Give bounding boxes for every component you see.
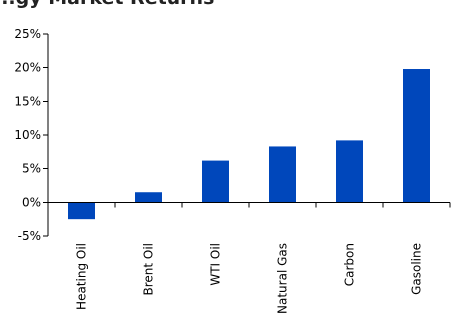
bar	[202, 160, 229, 203]
bar	[403, 69, 430, 203]
y-tick-label: 10%	[14, 128, 41, 142]
category-label: Natural Gas	[276, 243, 290, 314]
y-tick-label: 0%	[22, 195, 41, 209]
x-axis	[48, 201, 451, 208]
y-tick-label: 5%	[22, 162, 41, 176]
y-tick-label: 25%	[14, 27, 41, 41]
category-label: Carbon	[343, 243, 357, 286]
bar	[336, 140, 363, 203]
bars	[68, 69, 430, 220]
bar	[68, 202, 95, 220]
category-label: Gasoline	[410, 243, 424, 295]
category-label: WTI Oil	[209, 243, 223, 286]
bar	[135, 192, 162, 203]
bar	[269, 146, 296, 203]
y-axis: -5% 0% 5% 10% 15% 20% 25%	[14, 27, 49, 243]
category-labels: Heating Oil Brent Oil WTI Oil Natural Gas Ca…	[75, 243, 424, 314]
y-tick-label: 20%	[14, 61, 41, 75]
category-label: Brent Oil	[142, 243, 156, 296]
y-tick-label: -5%	[18, 229, 41, 243]
chart-title: ...gy Market Returns	[0, 0, 214, 9]
y-tick-label: 15%	[14, 94, 41, 108]
category-label: Heating Oil	[75, 243, 89, 310]
